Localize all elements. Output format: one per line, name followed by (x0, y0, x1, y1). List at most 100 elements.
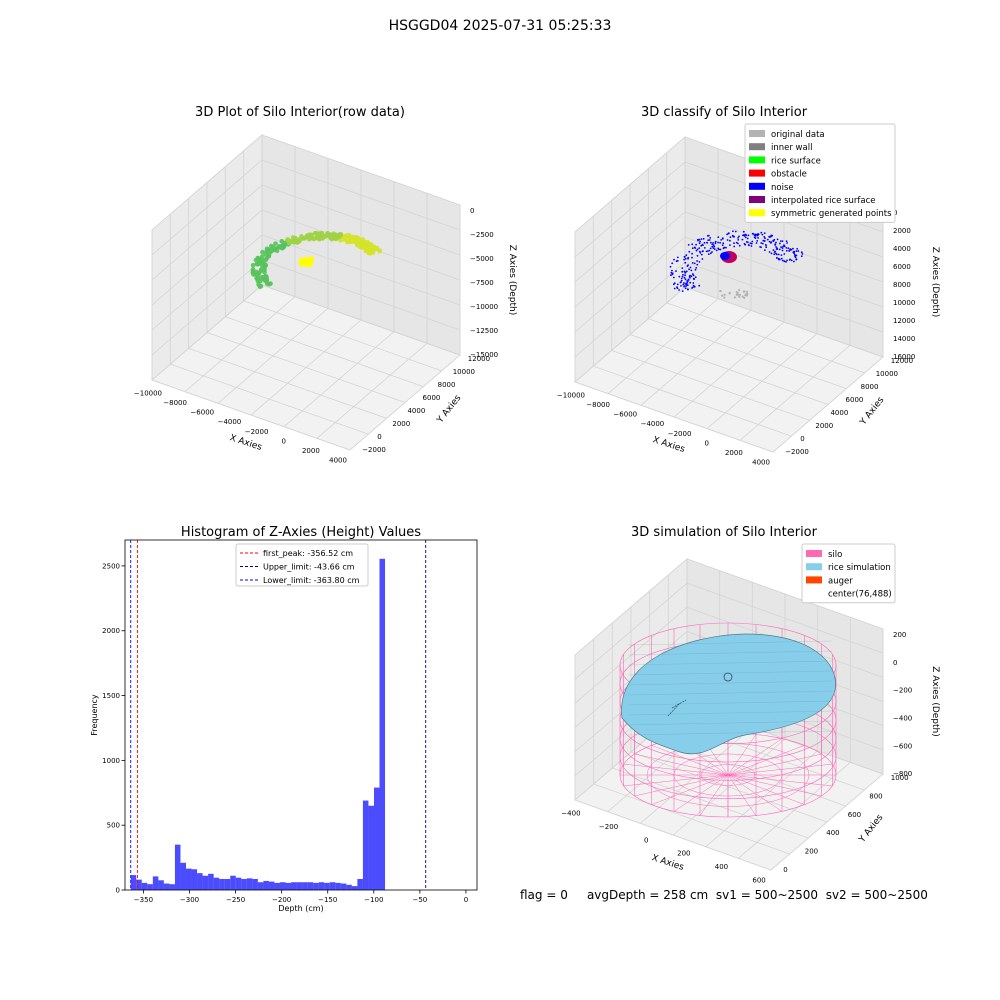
cls-ytick-label: 4000 (830, 409, 848, 417)
sim-legend-label: rice simulation (828, 563, 891, 573)
cls-noise-point (685, 254, 688, 257)
cls-grid-left-h (574, 161, 686, 258)
rice-mesh-line (627, 670, 833, 676)
cls-noise-point (781, 247, 784, 250)
cls-noise-point (683, 282, 685, 284)
cls-noise-point (689, 274, 691, 277)
cls-noise-point (692, 284, 695, 287)
cls-noise-point (686, 280, 689, 283)
histogram-bar (230, 875, 236, 890)
cls-noise-point (774, 243, 777, 246)
sim-xtick-label: 0 (644, 836, 648, 844)
raw-grid-y (261, 284, 461, 356)
histogram-bar (351, 886, 358, 890)
raw-grid-left-h (151, 134, 263, 231)
cls-noise-point (673, 276, 675, 279)
raw-point (314, 233, 320, 239)
cls-noise-point (795, 250, 798, 253)
cls-noise-point (750, 245, 753, 247)
cls-xlabel: X Axies (651, 435, 686, 455)
cls-noise-point (756, 234, 759, 237)
cls-noise-point (708, 249, 711, 252)
raw-xtick-label: 0 (281, 437, 285, 445)
cls-noise-point (684, 278, 687, 281)
flag-text: flag = 0 (520, 888, 568, 902)
rice-mesh-line (627, 660, 833, 666)
cls-noise-point (780, 246, 782, 249)
cls-noise-point (757, 237, 759, 239)
raw-point (333, 232, 338, 237)
cls-ytick-label: 12000 (891, 357, 913, 365)
cls-noise-point (691, 243, 694, 246)
histogram-bar (202, 875, 209, 890)
cls-ytick-label: −2000 (785, 448, 809, 456)
cls-noise-point (706, 235, 709, 237)
cls-xtick-label: 4000 (752, 459, 770, 467)
cls-noise-point (795, 258, 798, 261)
histogram-bar (368, 805, 374, 890)
cls-noise-point (685, 270, 688, 273)
raw-point (345, 232, 350, 238)
cls-noise-point (703, 247, 706, 249)
cls-ztick-label: 10000 (893, 299, 915, 307)
raw-xtick-label: −10000 (134, 389, 162, 397)
cls-original-point (738, 293, 742, 296)
cls-noise-point (722, 242, 725, 245)
cls-noise-point (764, 237, 766, 240)
cls-noise-point (714, 242, 717, 245)
cls-noise-point (761, 242, 764, 245)
cls-noise-point (748, 244, 750, 247)
cls-noise-point (682, 283, 685, 286)
cls-noise-point (772, 249, 775, 252)
cls-ztick-label: 8000 (893, 281, 911, 289)
cls-noise-point (757, 233, 760, 236)
cls-xtick-label: −10000 (557, 391, 585, 399)
raw-point (258, 268, 264, 274)
histogram-bar (224, 878, 231, 890)
cls-noise-point (800, 251, 803, 254)
raw-point (260, 249, 265, 255)
sim-ytick-label: 200 (805, 848, 818, 856)
cls-noise-point (684, 261, 687, 264)
cls-noise-point (689, 281, 692, 284)
cls-noise-point (706, 241, 709, 244)
raw-data-3d-plot: 3D Plot of Silo Interior(row data) −10000… (134, 105, 517, 465)
cls-noise-point (763, 236, 766, 238)
cls-noise-point (715, 249, 718, 252)
cls-noise-point (783, 253, 786, 255)
cls-noise-point (781, 249, 784, 252)
cls-noise-point (693, 246, 696, 249)
cls-noise-point (681, 275, 684, 278)
cls-noise-point (765, 244, 767, 247)
histogram-bar (219, 878, 225, 890)
sim-grid-back-h (686, 558, 884, 630)
raw-point (263, 257, 269, 263)
cls-noise-point (752, 233, 755, 235)
cls-legend-swatch (749, 156, 765, 164)
cls-zlabel: Z Axies (Depth) (930, 247, 940, 318)
histogram-xlabel: Depth (cm) (278, 904, 323, 913)
raw-xtick-label: 4000 (329, 457, 347, 465)
silo-simulation-3d-plot: 3D simulation of Silo Interior −400 −200 0 2… (561, 525, 940, 885)
cls-noise-point (772, 240, 775, 243)
cls-noise-point (756, 240, 759, 242)
sim-ztick-label: 200 (893, 631, 906, 639)
histogram-bar (313, 882, 319, 890)
cls-grid-x (772, 356, 884, 453)
raw-point (282, 240, 288, 246)
cls-noise-point (776, 248, 779, 251)
cls-legend-swatch (749, 209, 765, 217)
cls-original-point (719, 290, 722, 293)
cls-noise-point (686, 282, 689, 284)
cls-noise-point (747, 234, 750, 237)
cls-noise-point (780, 254, 783, 256)
cls-noise-point (711, 251, 713, 253)
cls-noise-point (684, 283, 687, 285)
raw-ztick-label: −5000 (470, 255, 494, 263)
cls-ytick-label: 6000 (846, 396, 864, 404)
histogram-bar (340, 883, 347, 890)
histogram-bar (169, 884, 175, 890)
cls-noise-point (700, 238, 703, 241)
raw-point-yellow (306, 256, 311, 262)
